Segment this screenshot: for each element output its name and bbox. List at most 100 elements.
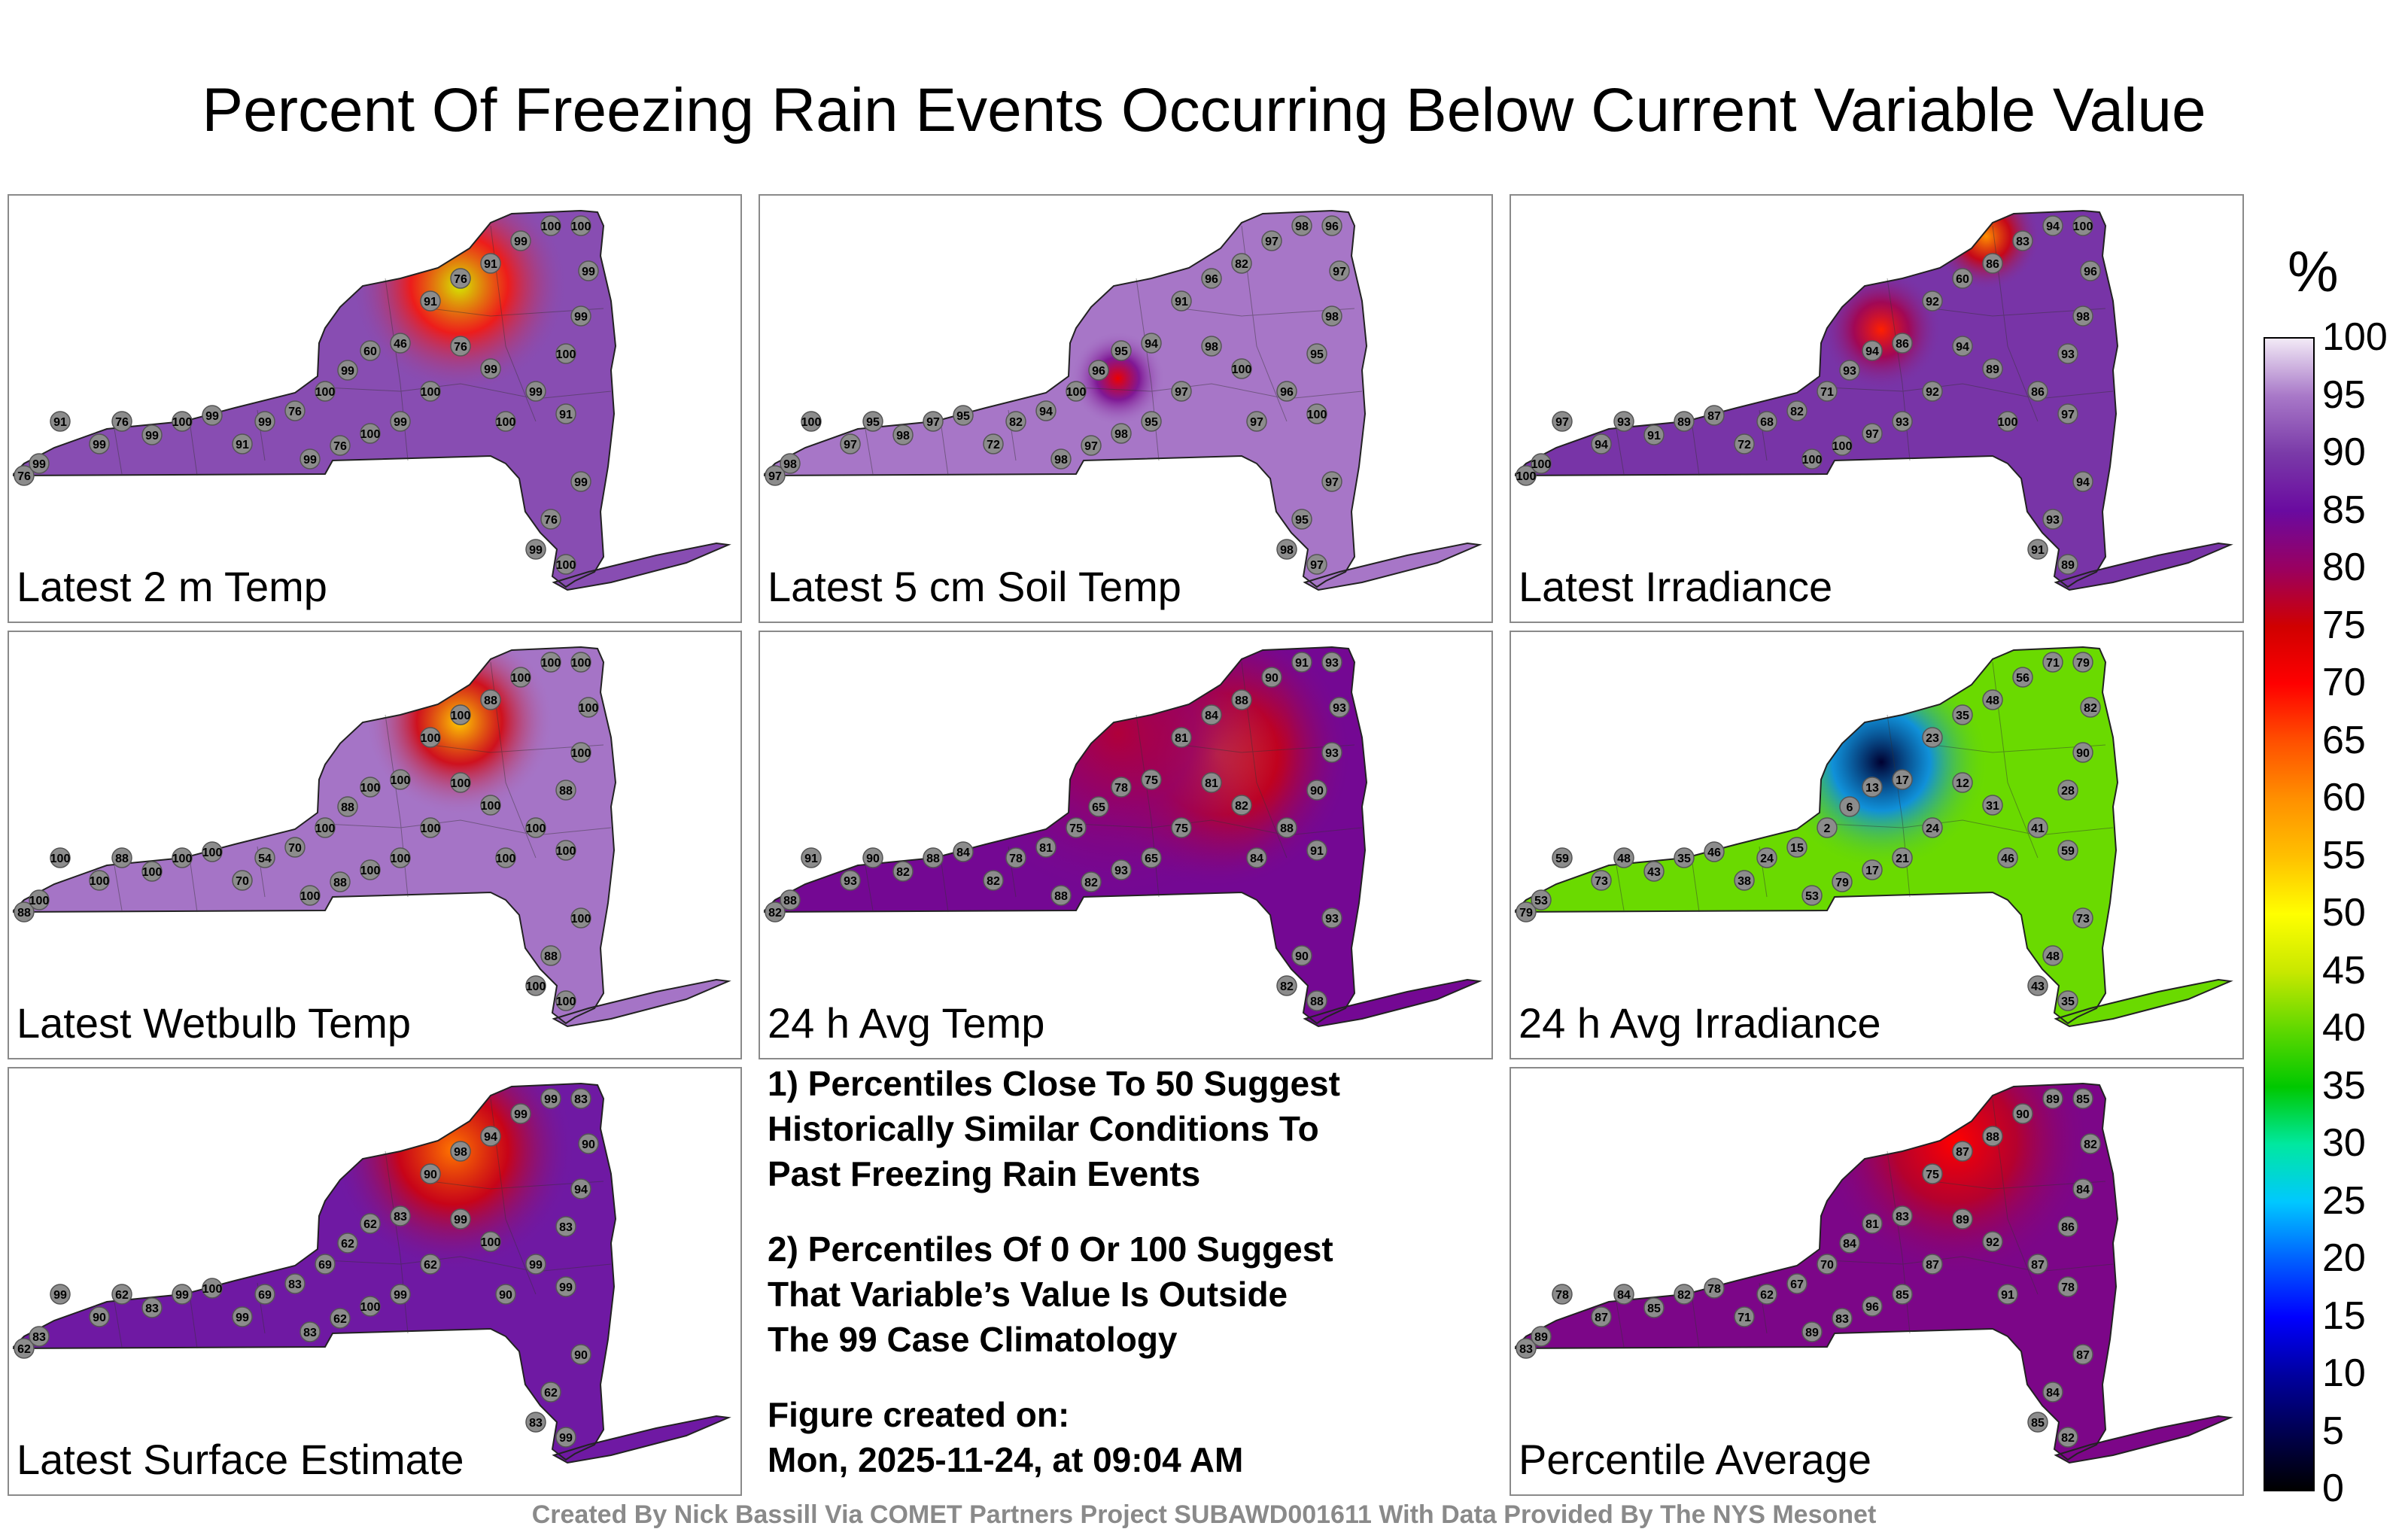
station-marker: 79: [1832, 871, 1853, 892]
svg-text:100: 100: [451, 710, 471, 722]
svg-text:98: 98: [1325, 311, 1339, 324]
colorbar-tick-label: 35: [2322, 1063, 2366, 1108]
svg-text:88: 88: [1986, 1131, 1999, 1144]
svg-text:83: 83: [574, 1093, 588, 1106]
station-marker: 97: [840, 433, 861, 454]
svg-text:76: 76: [115, 416, 129, 429]
svg-text:100: 100: [556, 995, 576, 1008]
svg-text:92: 92: [1986, 1236, 1999, 1249]
station-marker: 75: [1922, 1163, 1943, 1184]
svg-text:100: 100: [2073, 220, 2093, 233]
station-marker: 94: [1952, 336, 1973, 357]
station-marker: 100: [1997, 411, 2018, 432]
svg-text:92: 92: [1926, 386, 1939, 399]
station-marker: 99: [480, 358, 501, 379]
station-marker: 81: [1035, 837, 1057, 858]
svg-text:90: 90: [1295, 950, 1309, 963]
station-marker: 71: [2042, 652, 2063, 673]
svg-text:83: 83: [1896, 1211, 1909, 1223]
station-marker: 95: [1111, 340, 1132, 361]
station-marker: 76: [14, 465, 35, 486]
svg-text:99: 99: [454, 1214, 467, 1226]
county-lines: [865, 661, 1363, 913]
station-marker: 100: [555, 343, 576, 364]
svg-text:90: 90: [574, 1349, 588, 1362]
svg-text:76: 76: [333, 440, 347, 453]
svg-text:78: 78: [1009, 853, 1023, 865]
svg-text:99: 99: [559, 1281, 573, 1294]
panel-label: Latest 5 cm Soil Temp: [768, 563, 1181, 610]
svg-text:94: 94: [1865, 345, 1879, 358]
station-marker: 99: [232, 1306, 253, 1327]
station-marker: 100: [801, 411, 822, 432]
station-marker: 89: [1674, 411, 1695, 432]
station-marker: 93: [1321, 652, 1342, 673]
map-fill: [14, 211, 728, 590]
station-marker: 93: [1111, 859, 1132, 880]
svg-text:83: 83: [1519, 1343, 1533, 1356]
svg-text:43: 43: [2031, 980, 2045, 993]
svg-text:84: 84: [956, 847, 970, 859]
svg-text:67: 67: [1790, 1278, 1804, 1291]
state-map: 79 53 59 73 48 43 35 46 38 24: [1515, 646, 2233, 1028]
station-marker: 70: [1817, 1254, 1838, 1275]
svg-text:81: 81: [1175, 732, 1188, 745]
svg-text:56: 56: [2016, 672, 2029, 685]
long-island-outline: [552, 1415, 731, 1464]
station-marker: 62: [14, 1338, 35, 1359]
station-marker: 94: [2042, 215, 2063, 236]
colorbar-tick-label: 15: [2322, 1293, 2366, 1338]
station-marker: 88: [337, 796, 358, 817]
svg-text:93: 93: [1325, 913, 1339, 926]
station-marker: 82: [2080, 1133, 2101, 1154]
svg-text:82: 82: [2061, 1432, 2075, 1445]
svg-text:99: 99: [574, 476, 588, 489]
station-marker: 100: [202, 841, 223, 862]
station-marker: 62: [1756, 1284, 1777, 1305]
station-marker: 88: [1982, 1126, 2003, 1147]
station-marker: 100: [540, 215, 561, 236]
station-marker: 70: [284, 837, 306, 858]
svg-text:100: 100: [172, 853, 193, 865]
station-marker: 97: [1329, 260, 1350, 281]
station-marker: 75: [1141, 769, 1162, 790]
map-panel: 97 98 100 97 95 98 97 95 72 82: [759, 194, 1493, 623]
station-marker: 96: [1862, 1296, 1883, 1317]
svg-text:88: 88: [17, 907, 31, 919]
station-marker: 83: [390, 1205, 411, 1226]
svg-text:24: 24: [1926, 822, 1939, 835]
svg-text:83: 83: [1835, 1313, 1849, 1326]
station-marker: 88: [1050, 885, 1072, 906]
note-line: That Variable’s Value Is Outside: [768, 1275, 1288, 1314]
svg-text:98: 98: [2076, 311, 2090, 324]
svg-text:72: 72: [987, 439, 1000, 451]
station-marker: 100: [50, 847, 71, 868]
station-marker: 62: [330, 1308, 351, 1329]
svg-text:62: 62: [544, 1387, 558, 1400]
map-panel: 100 100 97 94 93 91 89 87 72 68: [1510, 194, 2244, 623]
svg-text:82: 82: [768, 907, 782, 919]
station-marker: 100: [141, 861, 163, 882]
svg-text:91: 91: [2001, 1289, 2014, 1302]
svg-text:96: 96: [2084, 266, 2097, 278]
svg-text:84: 84: [1617, 1289, 1631, 1302]
station-marker: 82: [2057, 1427, 2078, 1448]
svg-text:97: 97: [1555, 416, 1569, 429]
svg-text:100: 100: [29, 895, 50, 907]
svg-text:97: 97: [1310, 559, 1324, 572]
station-marker: 97: [2057, 403, 2078, 424]
station-marker: 99: [299, 448, 321, 470]
svg-text:99: 99: [394, 416, 407, 429]
svg-text:73: 73: [2076, 913, 2090, 926]
station-marker: 93: [1613, 411, 1634, 432]
svg-text:83: 83: [394, 1211, 407, 1223]
colorbar-tick-label: 70: [2322, 661, 2366, 704]
svg-text:99: 99: [205, 410, 219, 423]
svg-text:88: 88: [1280, 822, 1294, 835]
colorbar-tick-label: 25: [2322, 1178, 2366, 1223]
station-marker: 82: [892, 861, 914, 882]
svg-text:94: 94: [1956, 341, 1969, 354]
svg-text:91: 91: [559, 409, 573, 421]
svg-text:99: 99: [574, 311, 588, 324]
svg-text:100: 100: [391, 853, 411, 865]
